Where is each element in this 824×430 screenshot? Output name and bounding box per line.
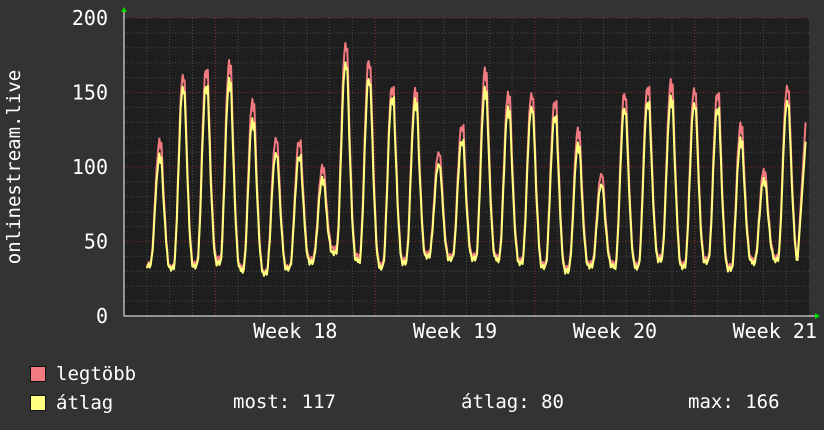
y-tick-label: 150	[72, 81, 108, 105]
y-tick-label: 0	[96, 304, 108, 328]
stat-avg-label: átlag:	[461, 391, 530, 413]
stat-avg: átlag: 80	[461, 391, 564, 413]
y-tick-label: 100	[72, 155, 108, 179]
stat-max: max: 166	[688, 391, 780, 413]
legend-swatch-max	[30, 366, 46, 382]
axes: 0 50 100 150 200 Week 18 Week 19 Week 20 Week 21	[72, 6, 820, 343]
y-axis-arrow-icon	[121, 7, 127, 12]
stat-avg-value: 80	[541, 391, 564, 413]
x-tick-label: Week 18	[253, 319, 337, 343]
y-tick-label: 200	[72, 6, 108, 30]
x-tick-label: Week 20	[573, 319, 657, 343]
legend-label-max: legtöbb	[56, 363, 137, 385]
x-axis-arrow-icon	[815, 313, 820, 319]
y-tick-label: 50	[84, 230, 108, 254]
legend-swatch-avg	[30, 395, 46, 411]
series-layer	[145, 42, 807, 277]
stat-now: most: 117	[233, 391, 336, 413]
stat-now-label: most:	[233, 391, 291, 413]
x-tick-label: Week 21	[733, 319, 817, 343]
stat-max-value: 166	[745, 391, 780, 413]
legend-item-avg: átlag	[30, 392, 113, 414]
legend-item-max: legtöbb	[30, 363, 136, 385]
grid	[124, 17, 809, 316]
stat-max-label: max:	[688, 391, 734, 413]
x-tick-label: Week 19	[413, 319, 497, 343]
y-axis-label: onlinestream.live	[3, 70, 25, 264]
series-line-avg	[145, 61, 807, 277]
stat-now-value: 117	[301, 391, 336, 413]
legend-label-avg: átlag	[56, 392, 114, 414]
